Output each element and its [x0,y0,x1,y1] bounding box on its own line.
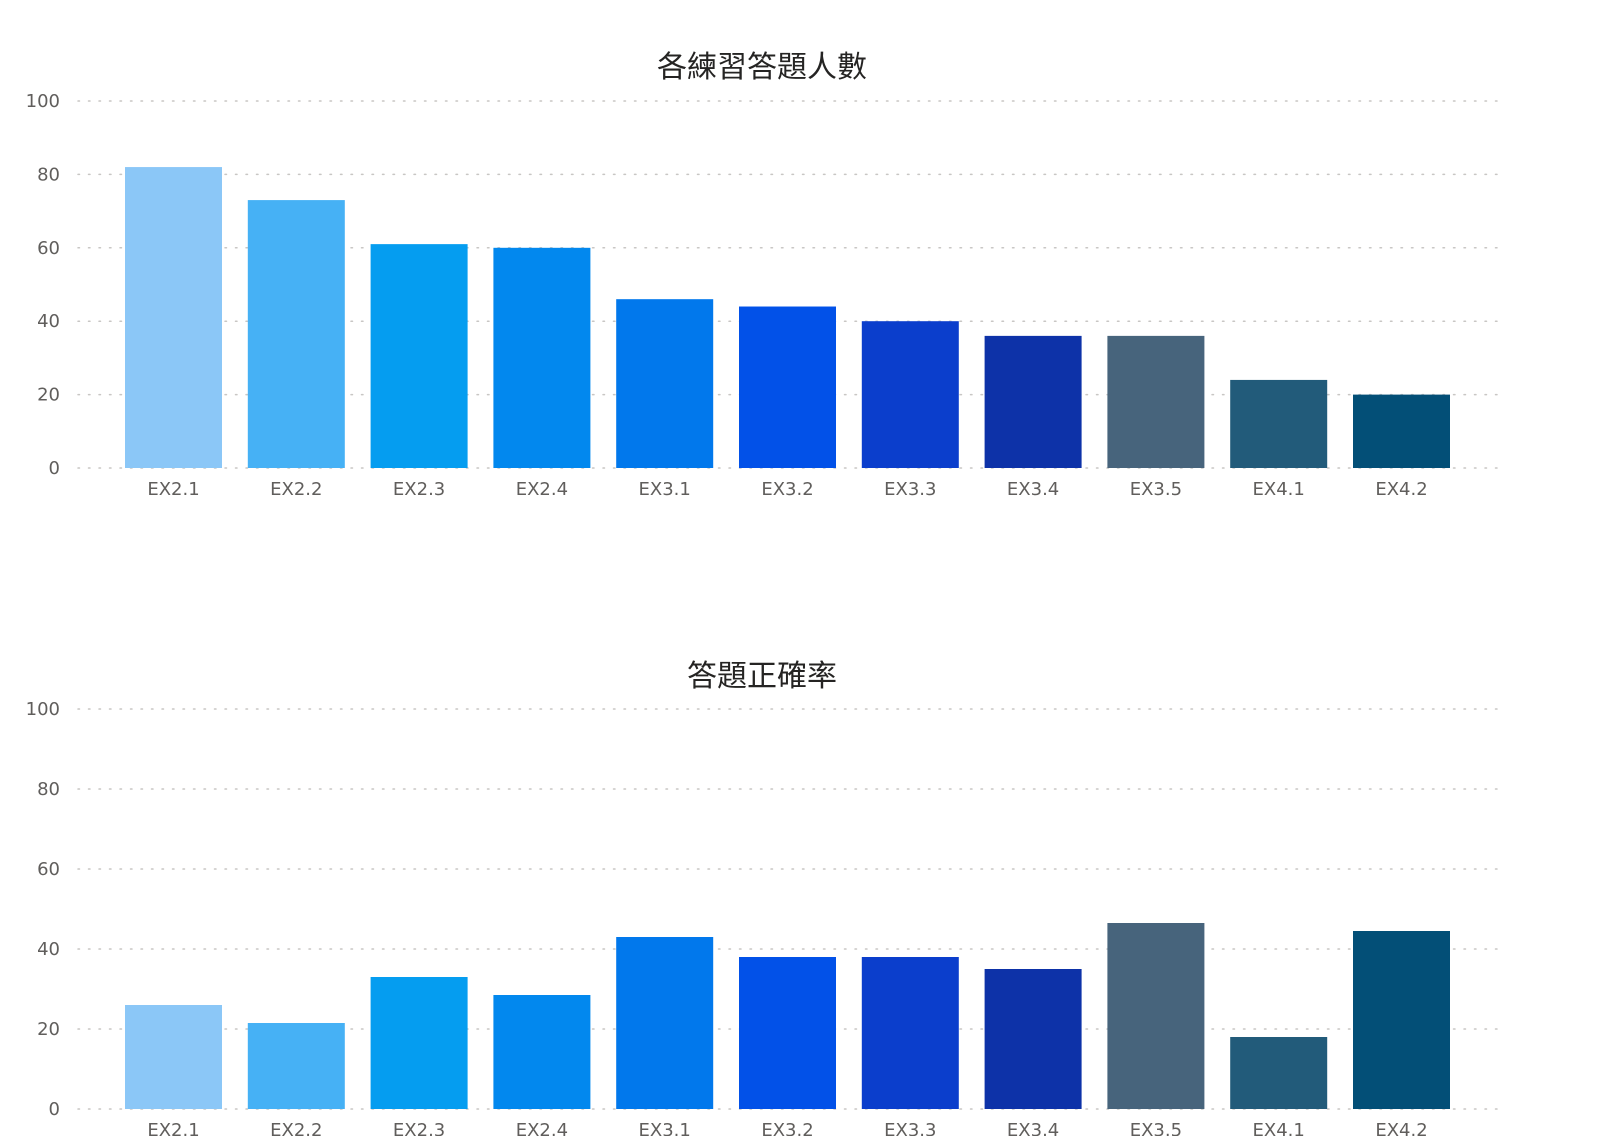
x-tick-label: EX4.1 [1253,479,1305,500]
bar[interactable] [1107,923,1205,1109]
bar[interactable] [370,244,468,468]
bar[interactable] [739,957,836,1109]
x-tick-label: EX2.3 [393,479,445,500]
x-tick-label: EX4.1 [1253,1120,1305,1136]
y-tick-label: 0 [49,458,60,479]
x-tick-label: EX2.2 [270,479,322,500]
y-tick-label: 40 [37,311,60,332]
x-tick-label: EX2.4 [516,1120,568,1136]
y-tick-label: 40 [37,939,60,960]
bar[interactable] [984,969,1082,1109]
participants-bar-chart: 各練習答題人數 0 20 40 60 80 100 EX2.1 EX2.2 EX2.3 EX2.4… [26,50,1501,500]
bar[interactable] [984,335,1082,468]
x-tick-label: EX4.2 [1375,479,1427,500]
x-tick-label: EX3.4 [1007,479,1059,500]
bar[interactable] [493,995,591,1109]
y-tick-label: 60 [37,859,60,880]
chart-title: 答題正確率 [687,659,837,694]
y-tick-label: 0 [49,1099,60,1120]
x-tick-label: EX3.1 [639,1120,691,1136]
y-tick-label: 20 [37,1019,60,1040]
accuracy-bar-chart: 答題正確率 0 20 40 60 80 100 EX2.1 EX2.2 EX2.3 EX2.4 EX… [26,659,1501,1136]
x-tick-label: EX2.3 [393,1120,445,1136]
bar[interactable] [1230,379,1328,468]
x-tick-label: EX2.2 [270,1120,322,1136]
x-tick-label: EX3.3 [884,1120,936,1136]
x-tick-label: EX3.2 [761,1120,813,1136]
bar[interactable] [247,1023,345,1109]
bar[interactable] [1230,1037,1328,1109]
y-tick-label: 20 [37,385,60,406]
x-tick-label: EX4.2 [1375,1120,1427,1136]
bar[interactable] [739,306,836,468]
bar[interactable] [125,167,222,468]
x-tick-label: EX3.5 [1130,1120,1182,1136]
x-tick-label: EX2.1 [147,1120,199,1136]
bar[interactable] [125,1005,222,1109]
y-tick-label: 80 [37,164,60,185]
bar[interactable] [616,299,714,468]
bar[interactable] [370,977,468,1109]
x-tick-label: EX2.1 [147,479,199,500]
bar[interactable] [616,937,714,1109]
y-tick-label: 60 [37,238,60,259]
x-tick-label: EX3.5 [1130,479,1182,500]
bar[interactable] [493,247,591,468]
y-tick-label: 100 [26,91,60,112]
bar[interactable] [1353,394,1450,468]
x-tick-label: EX3.4 [1007,1120,1059,1136]
y-tick-label: 100 [26,699,60,720]
bar[interactable] [247,200,345,468]
x-tick-label: EX3.1 [639,479,691,500]
x-tick-label: EX3.3 [884,479,936,500]
bar[interactable] [861,957,959,1109]
x-tick-label: EX2.4 [516,479,568,500]
y-tick-label: 80 [37,779,60,800]
chart-title: 各練習答題人數 [657,50,867,85]
x-tick-label: EX3.2 [761,479,813,500]
bar[interactable] [1107,335,1205,468]
bar[interactable] [1353,931,1450,1109]
bar[interactable] [861,321,959,468]
